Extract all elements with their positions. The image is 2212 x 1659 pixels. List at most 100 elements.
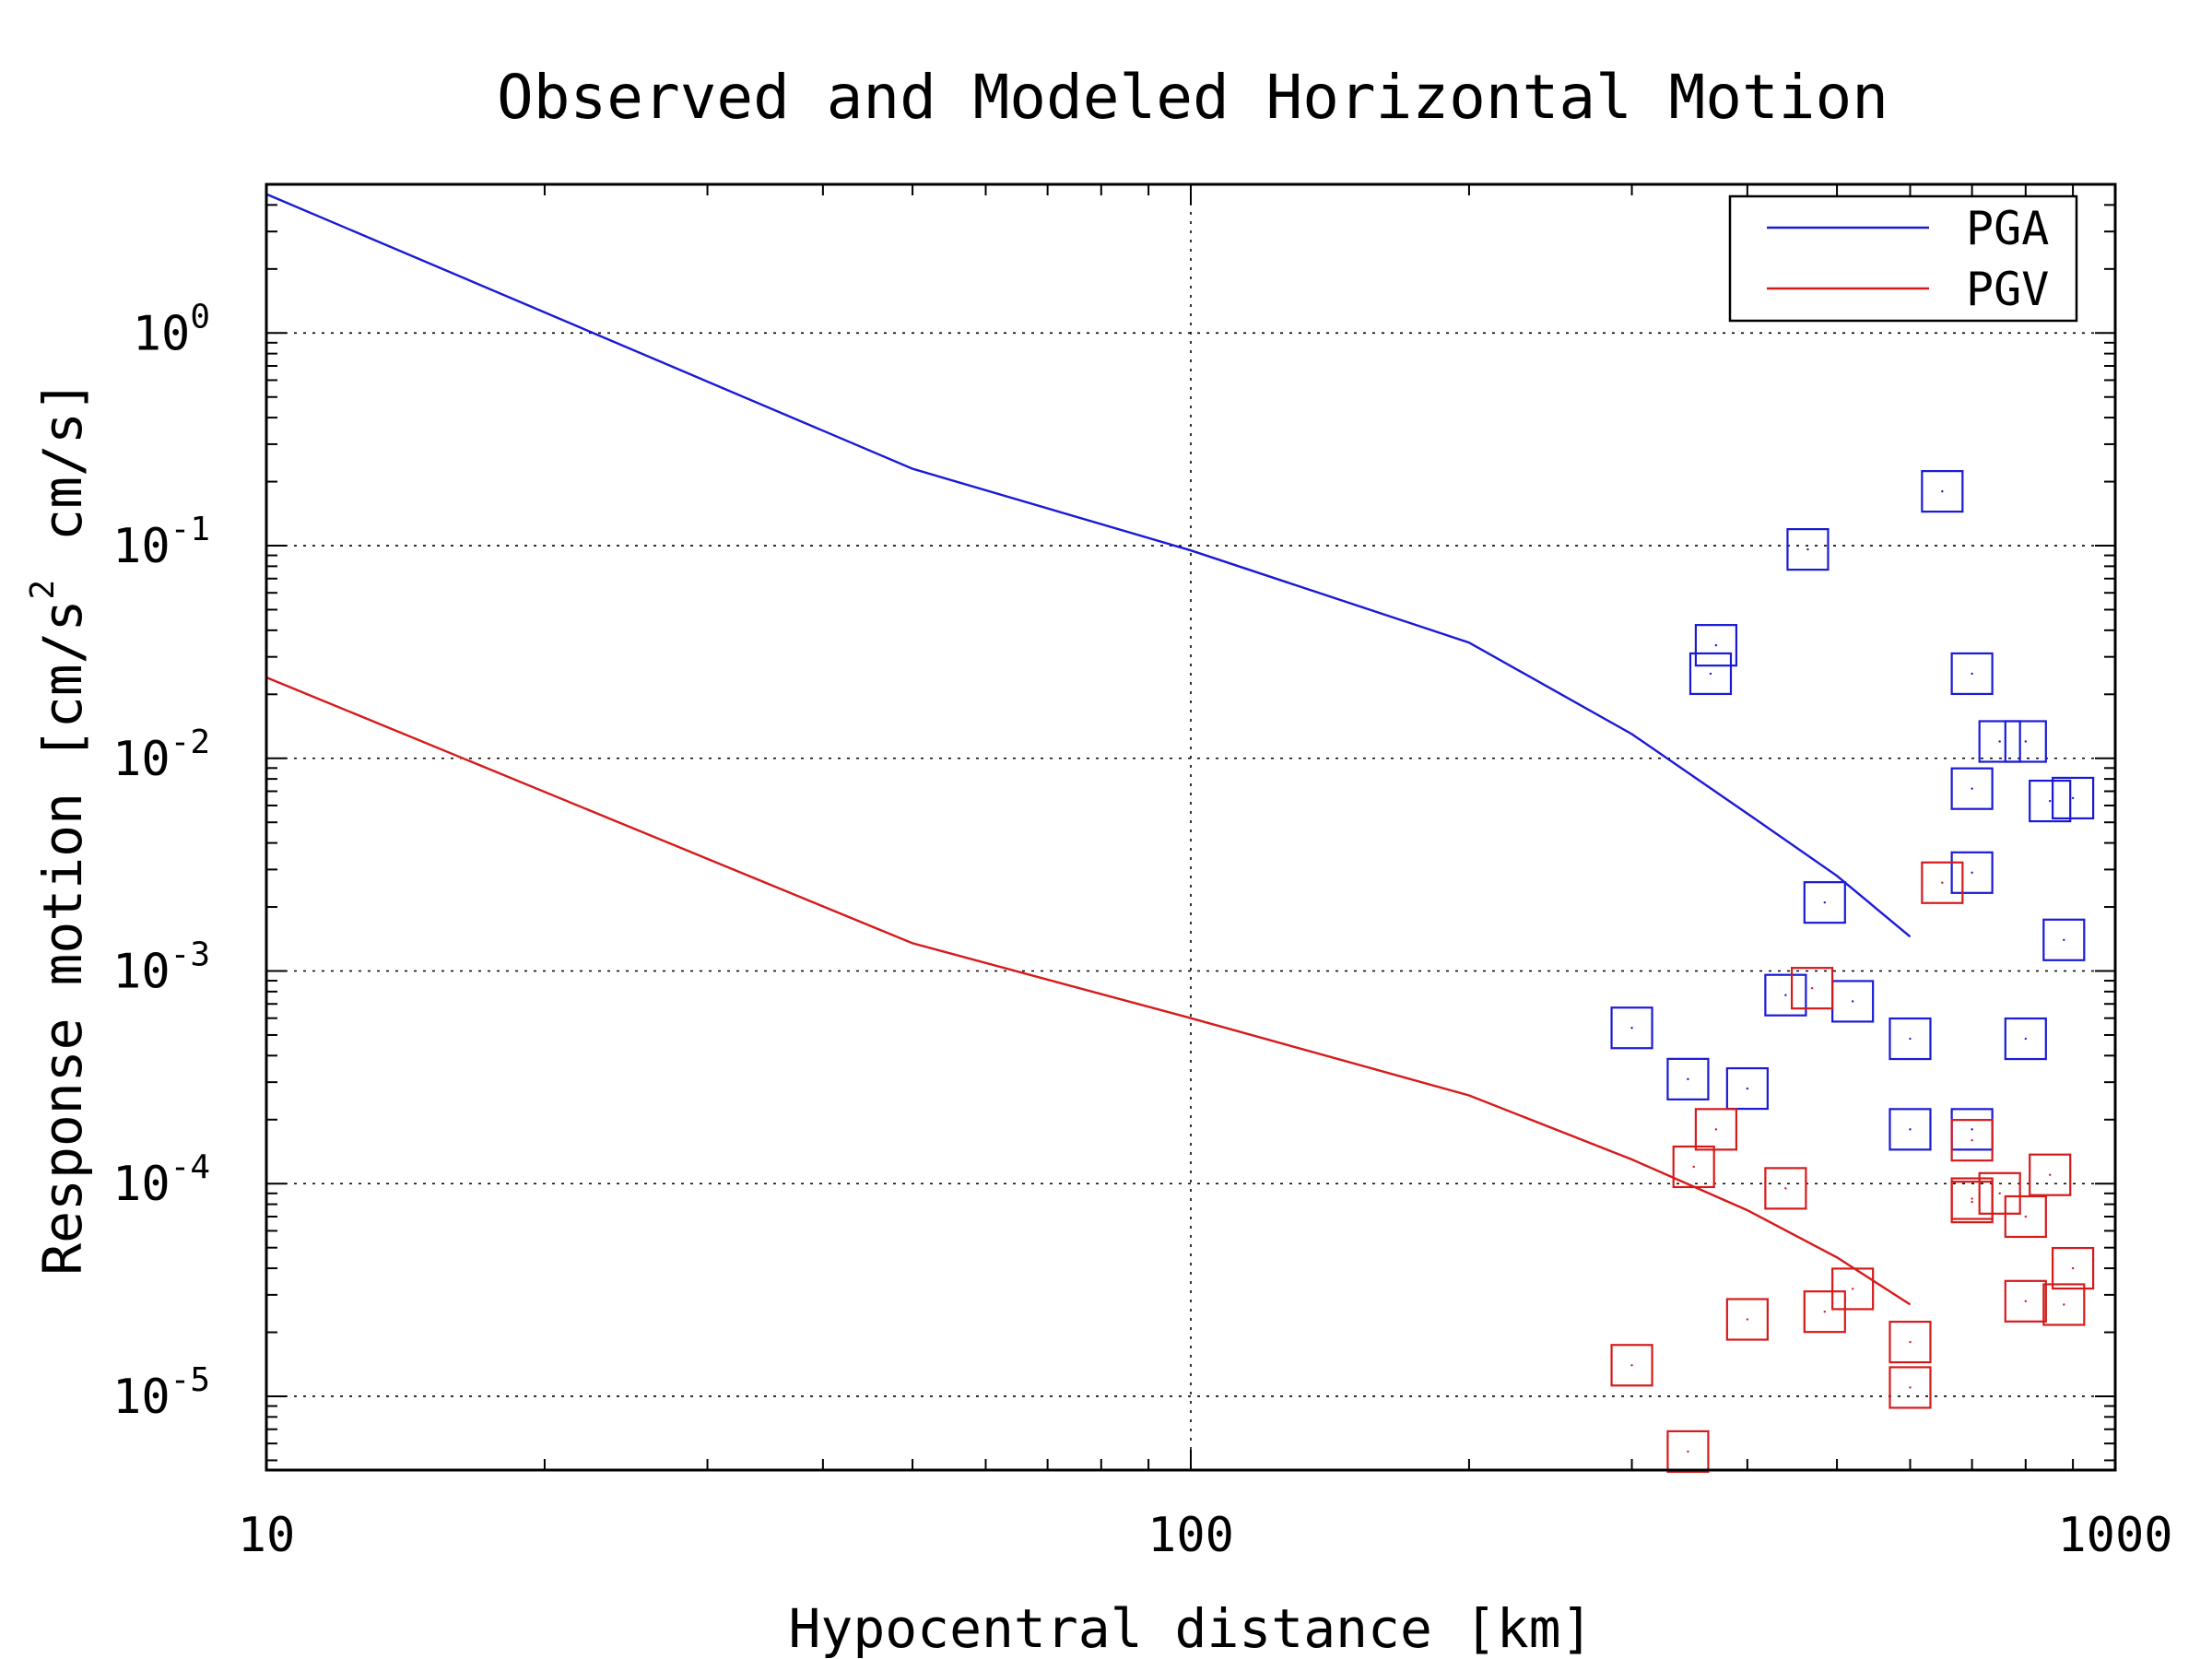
x-axis-label: Hypocentral distance [km] [789,1597,1594,1659]
data-marker-square [1725,1066,1769,1111]
data-point [2024,1300,2027,1303]
data-point [1971,787,1973,790]
data-point [1709,672,1712,676]
data-marker-square [1888,1320,1932,1364]
data-marker-square [1666,1430,1710,1473]
data-marker-square [1978,720,2021,763]
legend-box [1728,194,2078,323]
data-marker-square [1791,967,1834,1010]
data-point [2024,740,2027,743]
y-axis-label-tail: cm/s] [31,380,94,541]
data-marker-square [2004,1279,2047,1323]
data-marker-square [1688,652,1733,696]
data-point [1971,672,1973,676]
x-tick-label: 10 [238,1508,296,1563]
data-point [1687,1077,1689,1081]
grid-lines [266,184,2115,1470]
data-marker-square [1950,767,1994,810]
data-point [1810,986,1814,990]
data-marker-square [1764,973,1807,1017]
data-point [1823,900,1826,904]
chart-title: Observed and Modeled Horizontal Motion [497,62,1888,133]
data-point [1630,1364,1633,1367]
data-marker-square [1694,1108,1738,1151]
data-marker-square [1666,1057,1710,1100]
y-axis-label-sup: 2 [24,580,62,600]
x-tick-labels: 10 100 1000 [238,1508,2173,1563]
data-marker-square [1803,1290,1846,1334]
axis-ticks [265,183,2115,1470]
data-point [2063,1303,2065,1306]
data-marker-square [1610,1344,1653,1387]
data-point [1971,871,1973,875]
data-point [1746,1318,1749,1321]
data-marker-square [1725,1298,1769,1341]
data-point [2071,1266,2075,1270]
data-point [1630,1027,1633,1030]
data-point [1806,547,1809,551]
data-marker-square [1978,1171,2021,1215]
data-point [1692,1165,1695,1169]
data-marker-square [2052,1246,2095,1290]
data-point [1998,1192,2001,1194]
data-point [1823,1310,1826,1313]
data-point [2071,796,2075,800]
data-point [1909,1128,1912,1131]
data-point [1909,1037,1912,1041]
data-marker-square [2004,1017,2047,1061]
data-marker-square [2004,1194,2047,1239]
data-point [1851,1000,1854,1003]
data-marker-square [1803,881,1846,924]
data-marker-square [1950,652,1994,696]
data-point [2024,1215,2027,1218]
legend-label-pga: PGA [1966,202,2049,255]
data-point [2063,938,2065,941]
data-point [1909,1386,1912,1389]
data-point [2049,1173,2052,1176]
data-point [1687,1450,1689,1453]
y-tick-label: 10-3 [112,936,210,1000]
y-tick-labels: 10-5 10-4 10-3 10-2 10-1 100 [112,298,210,1425]
series-line-pgv [265,676,1912,1306]
data-marker-square [1888,1017,1932,1061]
data-marker-square [2042,1283,2086,1326]
data-point [1941,881,1944,884]
y-tick-label: 10-4 [112,1148,210,1212]
y-axis-label: Response motion [cm/s2 cm/s] [24,380,94,1276]
data-point [1998,740,2001,743]
data-marker-square [1786,528,1830,571]
data-point [1746,1087,1749,1090]
y-tick-label: 10-5 [112,1361,210,1425]
legend: PGA PGV [1728,194,2078,323]
data-marker-square [1950,851,1994,894]
data-marker-square [1950,1119,1994,1162]
x-tick-label: 1000 [2057,1508,2172,1563]
data-point [1971,1128,1973,1131]
data-point [1784,994,1787,996]
data-marker-square [1888,1366,1932,1409]
y-axis-label-main: Response motion [cm/s [31,599,94,1275]
data-marker-square [1672,1145,1715,1189]
data-marker-square [1694,624,1738,667]
data-point [1941,489,1944,493]
y-tick-label: 10-1 [112,511,210,574]
data-marker-square [2029,779,2072,823]
legend-label-pgv: PGV [1966,263,2049,316]
plot-frame [265,182,2117,1472]
data-point [2049,799,2052,803]
y-tick-label: 10-2 [112,724,210,787]
data-marker-square [1831,1267,1875,1311]
data-marker-square [1921,861,1964,904]
data-point [1714,643,1718,647]
data-point [1784,1187,1787,1190]
data-marker-square [2042,918,2086,961]
data-marker-square [2004,720,2047,763]
x-tick-label: 100 [1147,1508,1234,1563]
data-point [2024,1037,2027,1041]
data-marker-square [1921,470,1964,513]
plot-series [265,193,2095,1473]
data-marker-square [2052,776,2095,820]
data-marker-square [1610,1006,1653,1050]
data-point [1971,1200,1973,1204]
